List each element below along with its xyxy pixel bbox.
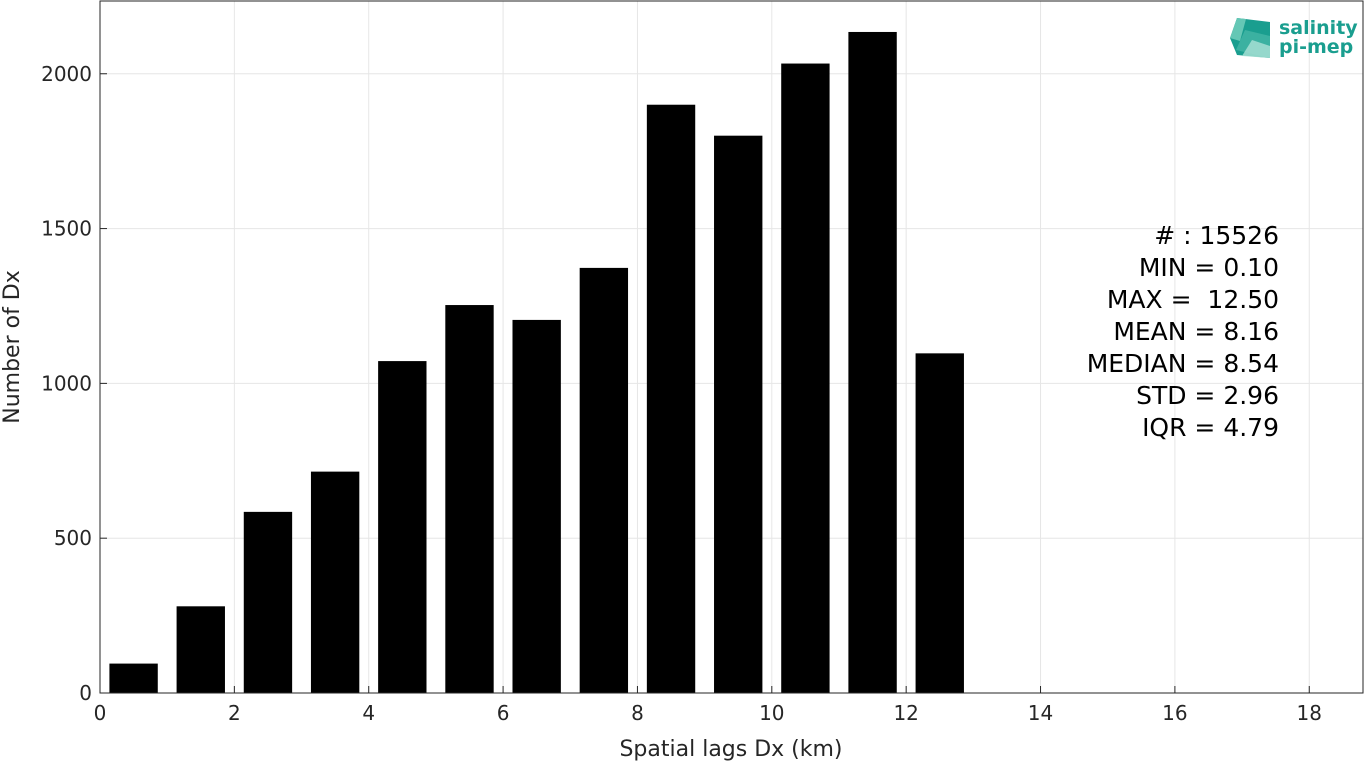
x-tick-label: 12 (893, 701, 918, 725)
x-tick-label: 6 (497, 701, 510, 725)
stats-line: # : 15526 (1154, 221, 1279, 250)
x-tick-label: 18 (1297, 701, 1322, 725)
bar (378, 361, 427, 693)
x-tick-label: 10 (759, 701, 784, 725)
x-tick-label: 4 (362, 701, 375, 725)
bar (109, 663, 158, 693)
bar (579, 267, 629, 693)
stats-line: MIN = 0.10 (1139, 253, 1279, 282)
stats-line: STD = 2.96 (1136, 381, 1279, 410)
y-axis-ticks: 0 500 1000 1500 2000 (41, 62, 107, 705)
y-tick-label: 1000 (41, 371, 92, 395)
bar (714, 135, 763, 693)
stats-line: IQR = 4.79 (1142, 413, 1279, 442)
y-axis-label: Number of Dx (0, 270, 25, 424)
bar (512, 319, 561, 693)
stats-line: MEDIAN = 8.54 (1087, 349, 1279, 378)
x-tick-label: 16 (1162, 701, 1187, 725)
bar (310, 471, 360, 693)
bar (915, 353, 964, 693)
y-tick-label: 500 (54, 526, 92, 550)
logo-text-line1: salinity (1279, 17, 1358, 39)
bar (176, 606, 225, 693)
bar (646, 104, 696, 693)
stats-annotation: # : 15526 MIN = 0.10 MAX = 12.50 MEAN = 8.1… (1087, 221, 1279, 442)
x-tick-label: 0 (94, 701, 107, 725)
bars (109, 31, 964, 694)
x-axis-ticks: 0 2 4 6 8 10 12 14 16 18 (94, 686, 1322, 725)
logo-text-line2: pi-mep (1279, 36, 1353, 58)
stats-line: MEAN = 8.16 (1113, 317, 1279, 346)
axes-box (99, 0, 1364, 694)
stats-line: MAX = 12.50 (1107, 285, 1279, 314)
bar (848, 31, 897, 693)
x-tick-label: 8 (631, 701, 644, 725)
bar (781, 63, 830, 694)
x-tick-label: 14 (1028, 701, 1053, 725)
x-tick-label: 2 (228, 701, 241, 725)
x-gridlines (233, 1, 1310, 693)
salinity-pi-mep-logo: salinity pi-mep (1230, 17, 1358, 58)
y-tick-label: 0 (79, 681, 92, 705)
bar (445, 305, 494, 693)
x-axis-label: Spatial lags Dx (km) (619, 737, 842, 762)
y-tick-label: 1500 (41, 217, 92, 241)
logo-mark-icon (1230, 18, 1270, 58)
y-tick-label: 2000 (41, 62, 92, 86)
bar (243, 511, 293, 693)
